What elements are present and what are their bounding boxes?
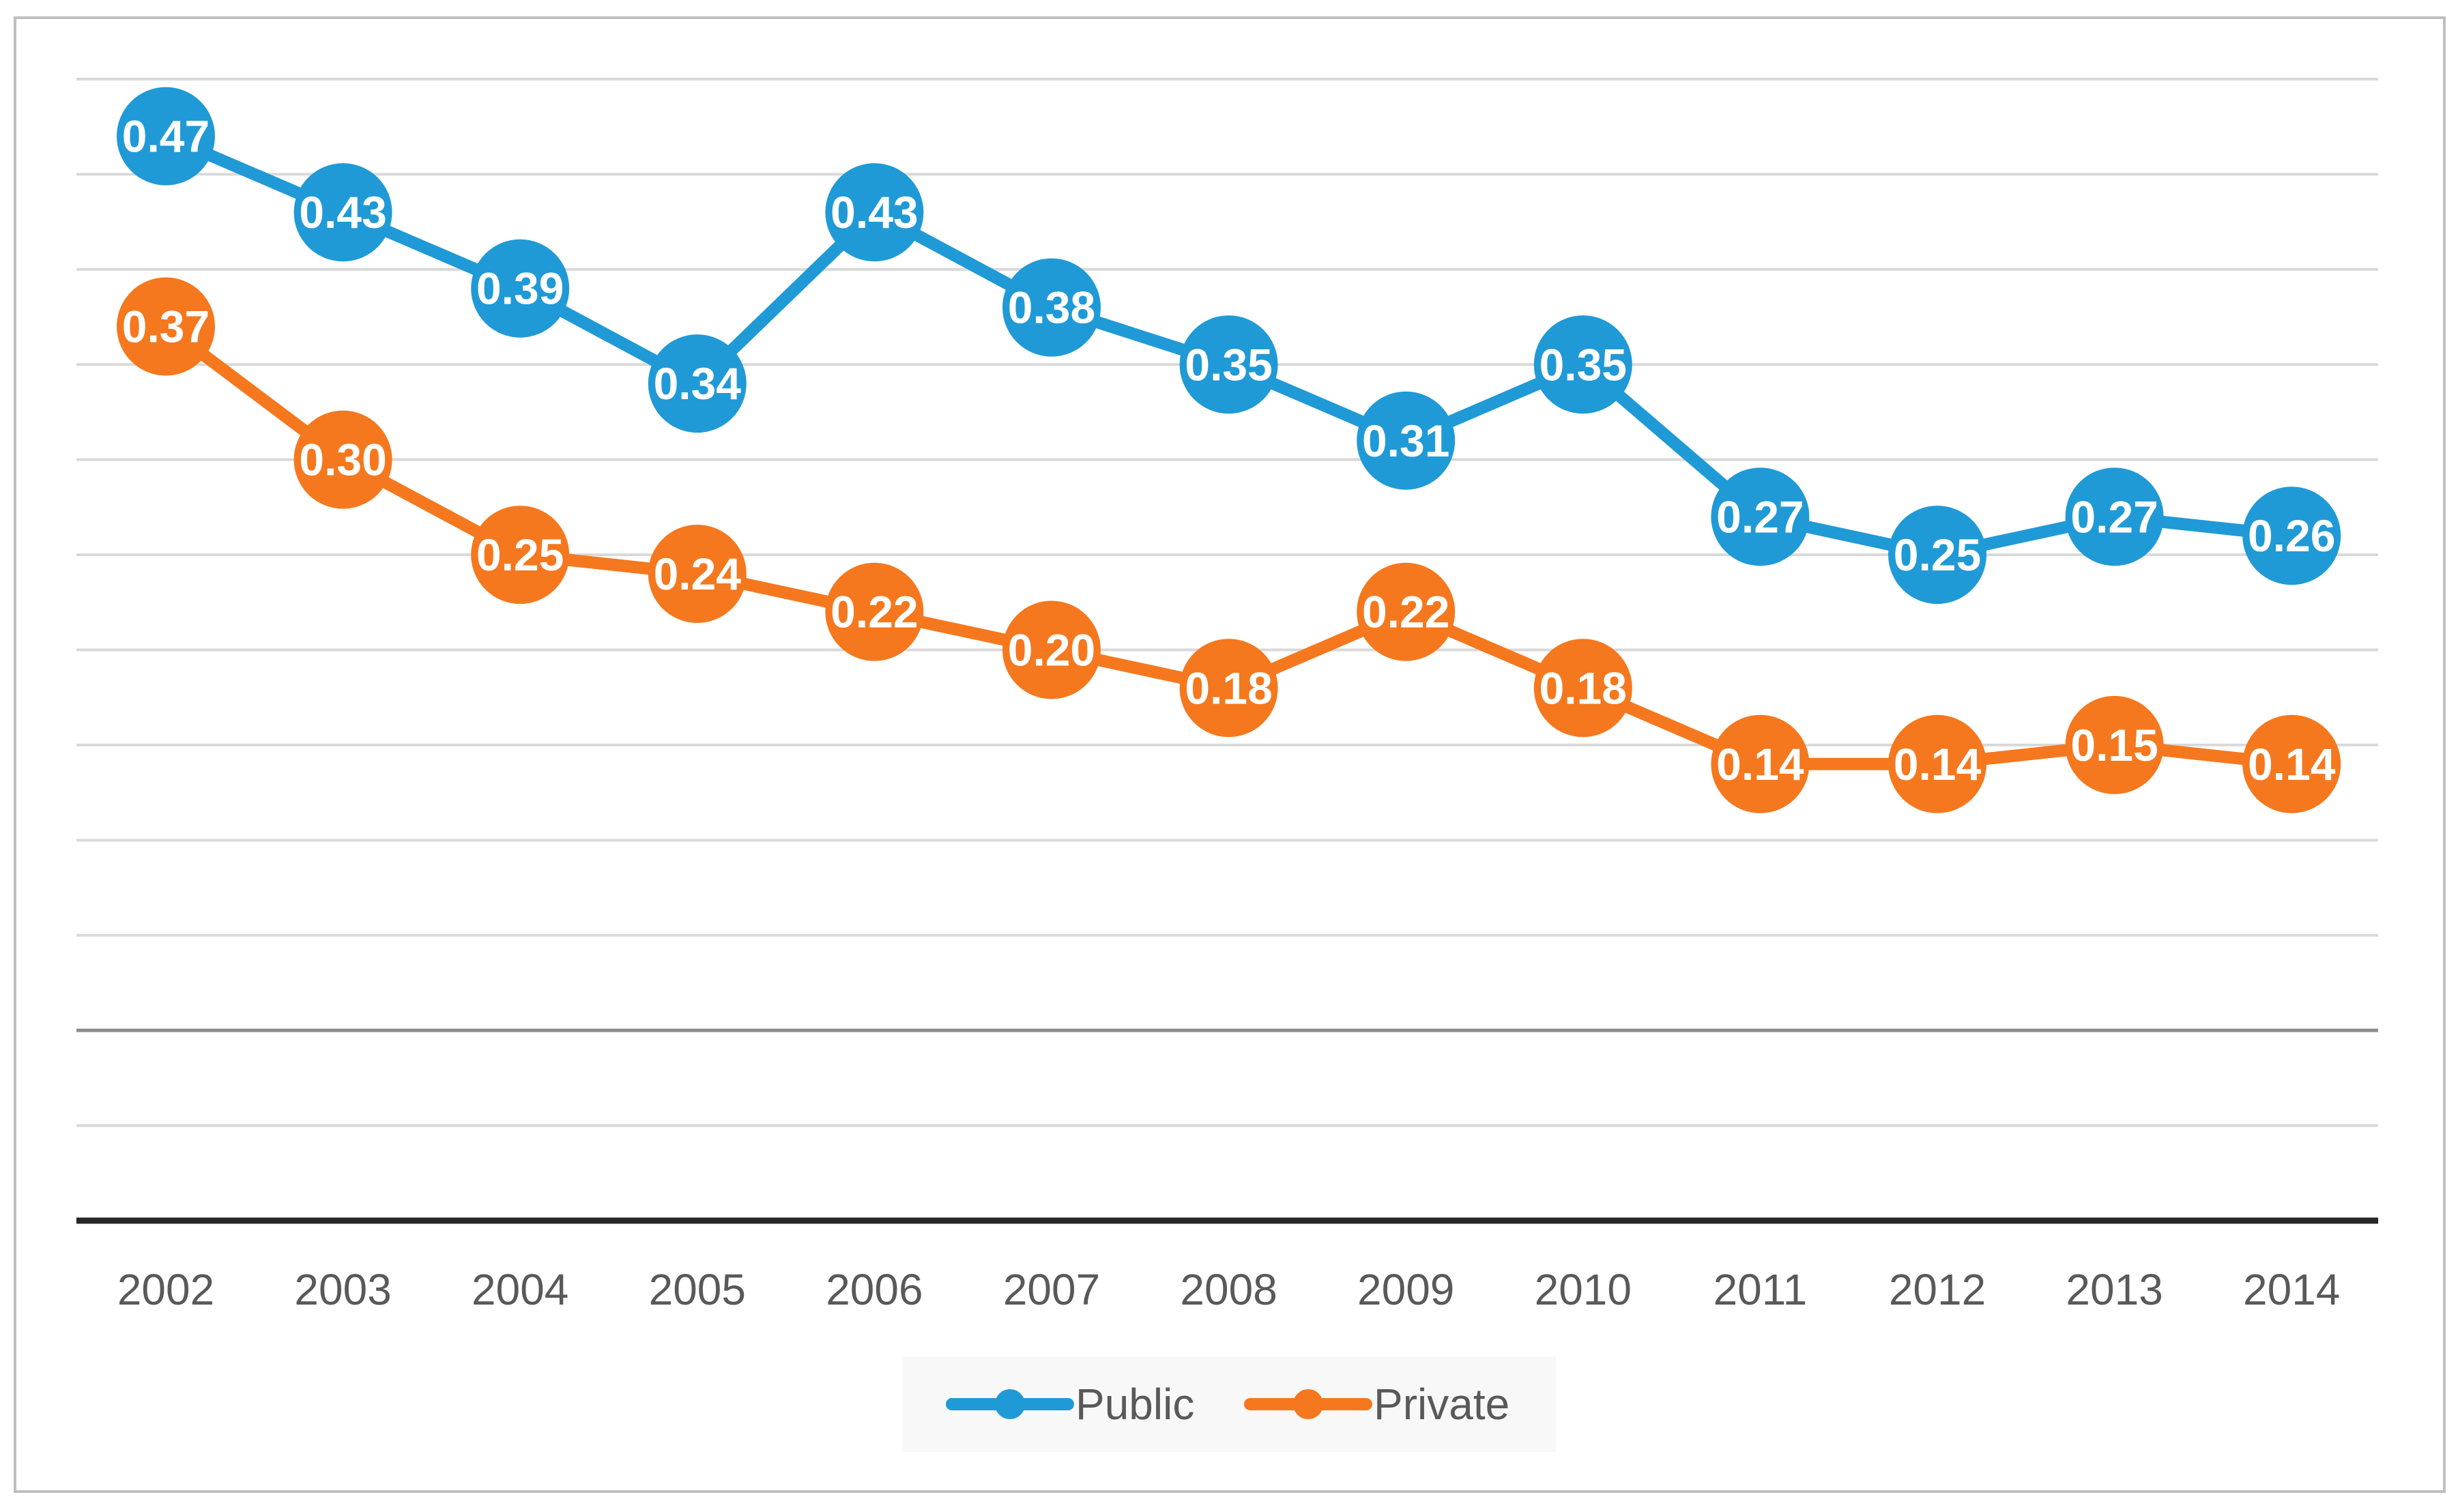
data-label: 0.35 xyxy=(1185,339,1272,390)
data-point xyxy=(2065,467,2164,566)
data-label: 0.27 xyxy=(2070,491,2158,542)
x-tick-label: 2014 xyxy=(2243,1265,2340,1314)
data-label: 0.47 xyxy=(122,111,209,162)
legend: Public Private xyxy=(902,1356,1556,1452)
data-label: 0.14 xyxy=(1716,739,1804,789)
data-point xyxy=(293,163,392,262)
data-point xyxy=(2065,695,2164,794)
data-label: 0.34 xyxy=(654,358,742,409)
data-label: 0.35 xyxy=(1539,339,1627,390)
data-point xyxy=(1179,315,1278,414)
x-tick-label: 2010 xyxy=(1535,1265,1632,1314)
data-label: 0.22 xyxy=(830,587,918,637)
x-tick-label: 2011 xyxy=(1714,1265,1808,1314)
data-point xyxy=(825,562,924,661)
data-label: 0.43 xyxy=(299,187,386,237)
data-point xyxy=(1888,714,1986,813)
legend-marker xyxy=(995,1389,1025,1419)
series-private: 0.37 0.30 0.25 0.24 0.22 0.20 0.18 0.22 0.18 0.14… xyxy=(117,277,2341,813)
data-label: 0.39 xyxy=(476,263,564,314)
series-layer: 0.47 0.43 0.39 0.34 0.43 0.38 0.35 0.31 0.35 0.27… xyxy=(117,87,2341,813)
data-point xyxy=(825,163,924,262)
data-label: 0.18 xyxy=(1185,663,1272,713)
x-tick-label: 2006 xyxy=(826,1265,923,1314)
data-point xyxy=(1002,600,1101,699)
data-label: 0.31 xyxy=(1362,416,1449,466)
data-point xyxy=(2242,714,2341,813)
data-label: 0.24 xyxy=(654,549,742,599)
data-label: 0.25 xyxy=(476,529,564,580)
data-label: 0.26 xyxy=(2248,510,2335,561)
data-point xyxy=(1711,467,1810,566)
legend-item-public: Public xyxy=(946,1380,1194,1429)
data-label: 0.38 xyxy=(1008,282,1095,333)
x-tick-label: 2013 xyxy=(2066,1265,2163,1314)
data-label: 0.18 xyxy=(1539,663,1627,713)
legend-marker xyxy=(1293,1389,1323,1419)
data-point xyxy=(648,334,747,433)
x-tick-label: 2007 xyxy=(1003,1265,1100,1314)
data-label: 0.43 xyxy=(830,187,918,237)
data-label: 0.14 xyxy=(1894,739,1982,789)
data-point xyxy=(1711,714,1810,813)
data-point xyxy=(117,87,215,186)
data-point xyxy=(293,410,392,509)
data-point xyxy=(471,506,570,605)
data-point xyxy=(471,239,570,338)
x-tick-label: 2009 xyxy=(1357,1265,1454,1314)
series-public: 0.47 0.43 0.39 0.34 0.43 0.38 0.35 0.31 0.35 0.27… xyxy=(117,87,2341,605)
x-tick-label: 2008 xyxy=(1180,1265,1277,1314)
data-point xyxy=(1888,506,1986,605)
data-label: 0.37 xyxy=(122,301,209,351)
data-label: 0.30 xyxy=(299,435,386,485)
x-tick-label: 2003 xyxy=(294,1265,391,1314)
x-axis-tick-labels: 2002 2003 2004 2005 2006 2007 2008 2009 2010 2011… xyxy=(117,1265,2341,1314)
data-label: 0.20 xyxy=(1008,625,1095,675)
data-point xyxy=(1533,639,1632,738)
x-tick-label: 2005 xyxy=(649,1265,746,1314)
data-point xyxy=(648,524,747,623)
x-tick-label: 2004 xyxy=(472,1265,568,1314)
data-point xyxy=(117,277,215,376)
data-label: 0.14 xyxy=(2248,739,2336,789)
legend-label: Public xyxy=(1075,1380,1194,1429)
data-label: 0.22 xyxy=(1362,587,1449,637)
legend-item-private: Private xyxy=(1244,1380,1509,1429)
x-tick-label: 2002 xyxy=(117,1265,214,1314)
data-point xyxy=(1533,315,1632,414)
data-point xyxy=(1179,639,1278,738)
x-tick-label: 2012 xyxy=(1889,1265,1986,1314)
data-point xyxy=(1357,562,1456,661)
data-label: 0.27 xyxy=(1716,491,1804,542)
data-point xyxy=(1002,258,1101,357)
data-point xyxy=(1357,391,1456,490)
data-label: 0.25 xyxy=(1894,529,1981,580)
data-label: 0.15 xyxy=(2070,720,2158,770)
data-point xyxy=(2242,486,2341,585)
legend-label: Private xyxy=(1374,1380,1509,1429)
